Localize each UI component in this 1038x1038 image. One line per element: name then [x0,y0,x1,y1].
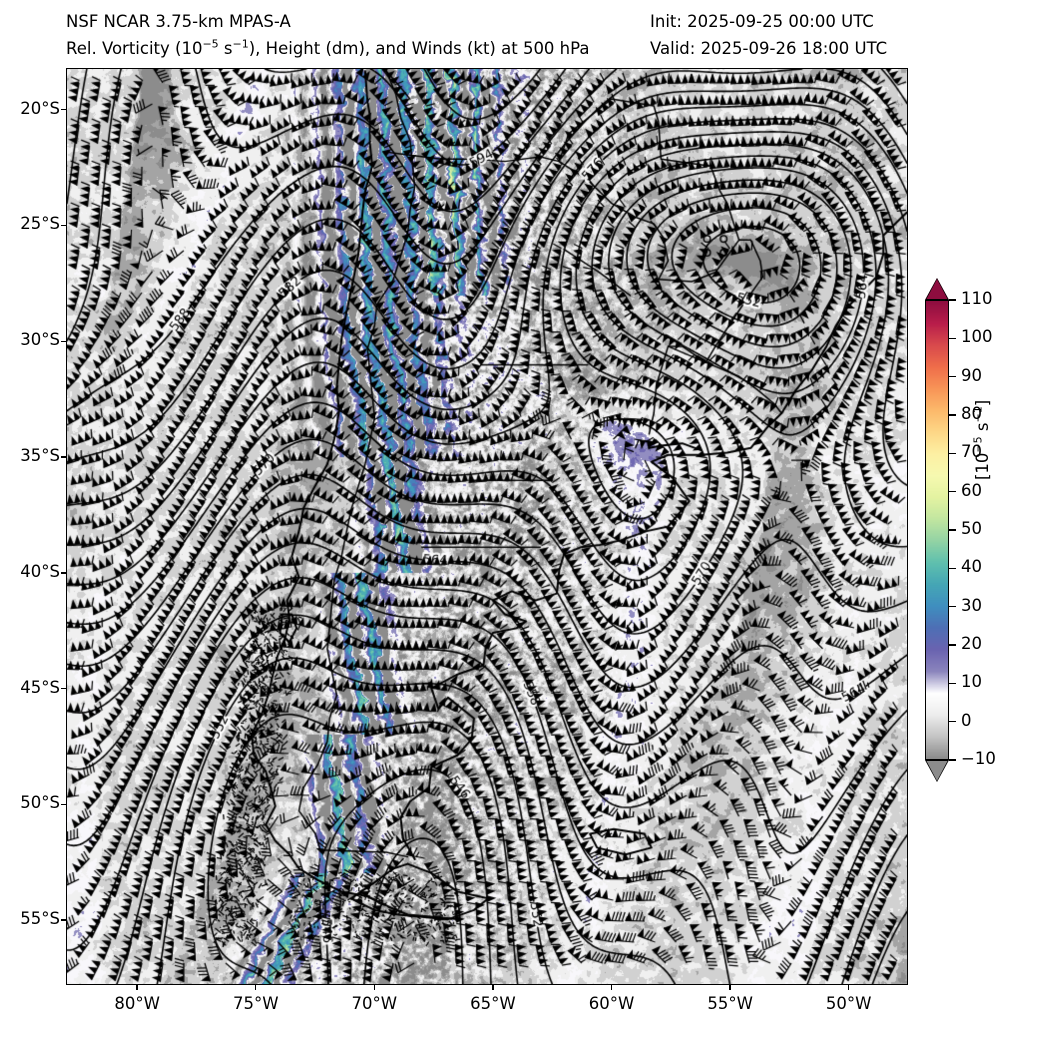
x-tickmark [492,985,494,990]
cb-label-prefix: [10 [973,452,992,480]
y-tickmark [61,572,66,574]
colorbar-gradient [926,301,948,759]
y-axis-tick-label: 40°S [20,561,60,581]
x-axis-tick-label: 80°W [114,994,160,1013]
colorbar-tickmark [949,682,956,685]
colorbar-tickmark [949,337,956,340]
colorbar-tickmark [949,529,956,531]
colorbar-tick-label: 100 [961,327,993,347]
x-tickmark [848,985,850,990]
colorbar-tick-label: 50 [961,519,982,538]
colorbar-tickmark [949,720,956,723]
colorbar-extend-bottom-arrow [925,760,949,782]
colorbar-tick-label: 90 [961,365,982,385]
colorbar-extend-top-arrow [925,278,949,300]
x-axis-tick-label: 50°W [825,994,872,1013]
colorbar-tickmark [949,644,956,646]
colorbar-tickmark [949,452,956,455]
x-axis-tick-label: 55°W [707,994,753,1013]
figure-title-model: NSF NCAR 3.75-km MPAS-A [66,12,291,31]
x-tickmark [136,985,138,990]
field-title-suffix: ), Height (dm), and Winds (kt) at 500 hP… [248,39,590,58]
y-axis-tick-label: 50°S [20,793,60,813]
colorbar-tick-label: 110 [961,289,993,308]
y-axis-tick-label: 35°S [20,446,60,466]
colorbar-tick-label: −10 [961,749,996,768]
colorbar-axis-label: [10−5 s−1] [971,399,993,480]
field-title-prefix: Rel. Vorticity (10 [66,39,203,58]
colorbar-tickmark [949,490,956,493]
figure-title-valid: Valid: 2025-09-26 18:00 UTC [650,39,888,58]
colorbar-tickmark [949,605,956,608]
field-title-mid: s [218,39,233,58]
colorbar: 110 100 90 80 70 60 50 40 30 20 10 0 −10 [925,278,996,782]
figure-title-init: Init: 2025-09-25 00:00 UTC [650,12,874,31]
colorbar-tick-label: 10 [961,672,982,692]
figure-title-field: Rel. Vorticity (10−5 s−1), Height (dm), … [66,37,590,58]
y-tickmark [61,224,66,227]
colorbar-tickmark [949,567,956,570]
y-axis-tick-label: 30°S [20,330,60,350]
field-title-exp2: −1 [232,37,249,51]
y-axis-tick-label: 25°S [20,214,60,234]
x-axis-tick-label: 60°W [588,994,635,1013]
colorbar-tick-label: 80 [961,404,982,423]
cb-label-mid: s [973,422,992,437]
x-axis-tick-label: 75°W [232,994,279,1013]
colorbar-tickmark [949,299,956,301]
field-title-exp1: −5 [202,37,219,51]
y-tickmark [61,340,66,342]
y-tickmark [61,803,66,806]
colorbar-tick-label: 70 [961,442,982,462]
cb-label-exp2: −1 [971,406,985,423]
y-tickmark [61,108,66,111]
colorbar-tickmark [949,414,956,416]
colorbar-tick-label: 60 [961,480,982,500]
weather-map-canvas [67,69,907,984]
colorbar-tick-label: 0 [961,710,972,730]
colorbar-tickmark [949,759,956,761]
y-tickmark [61,919,66,921]
x-tickmark [373,985,376,990]
y-axis-tick-label: 20°S [20,98,60,118]
map-plot-area [66,68,908,985]
cb-label-exp1: −5 [971,436,985,453]
y-tickmark [61,687,66,690]
x-axis-tick-label: 70°W [351,994,398,1013]
colorbar-tick-label: 20 [961,634,982,653]
y-axis-tick-label: 55°S [20,909,60,929]
x-tickmark [255,985,257,990]
x-tickmark [610,985,613,990]
colorbar-tick-label: 40 [961,557,982,577]
x-tickmark [729,985,731,990]
colorbar-tickmark [949,375,956,378]
colorbar-body [925,300,949,760]
cb-label-suffix: ] [973,399,992,407]
x-axis-tick-label: 65°W [470,994,516,1013]
y-tickmark [61,456,66,458]
y-axis-tick-label: 45°S [20,677,60,697]
colorbar-tick-label: 30 [961,595,982,615]
